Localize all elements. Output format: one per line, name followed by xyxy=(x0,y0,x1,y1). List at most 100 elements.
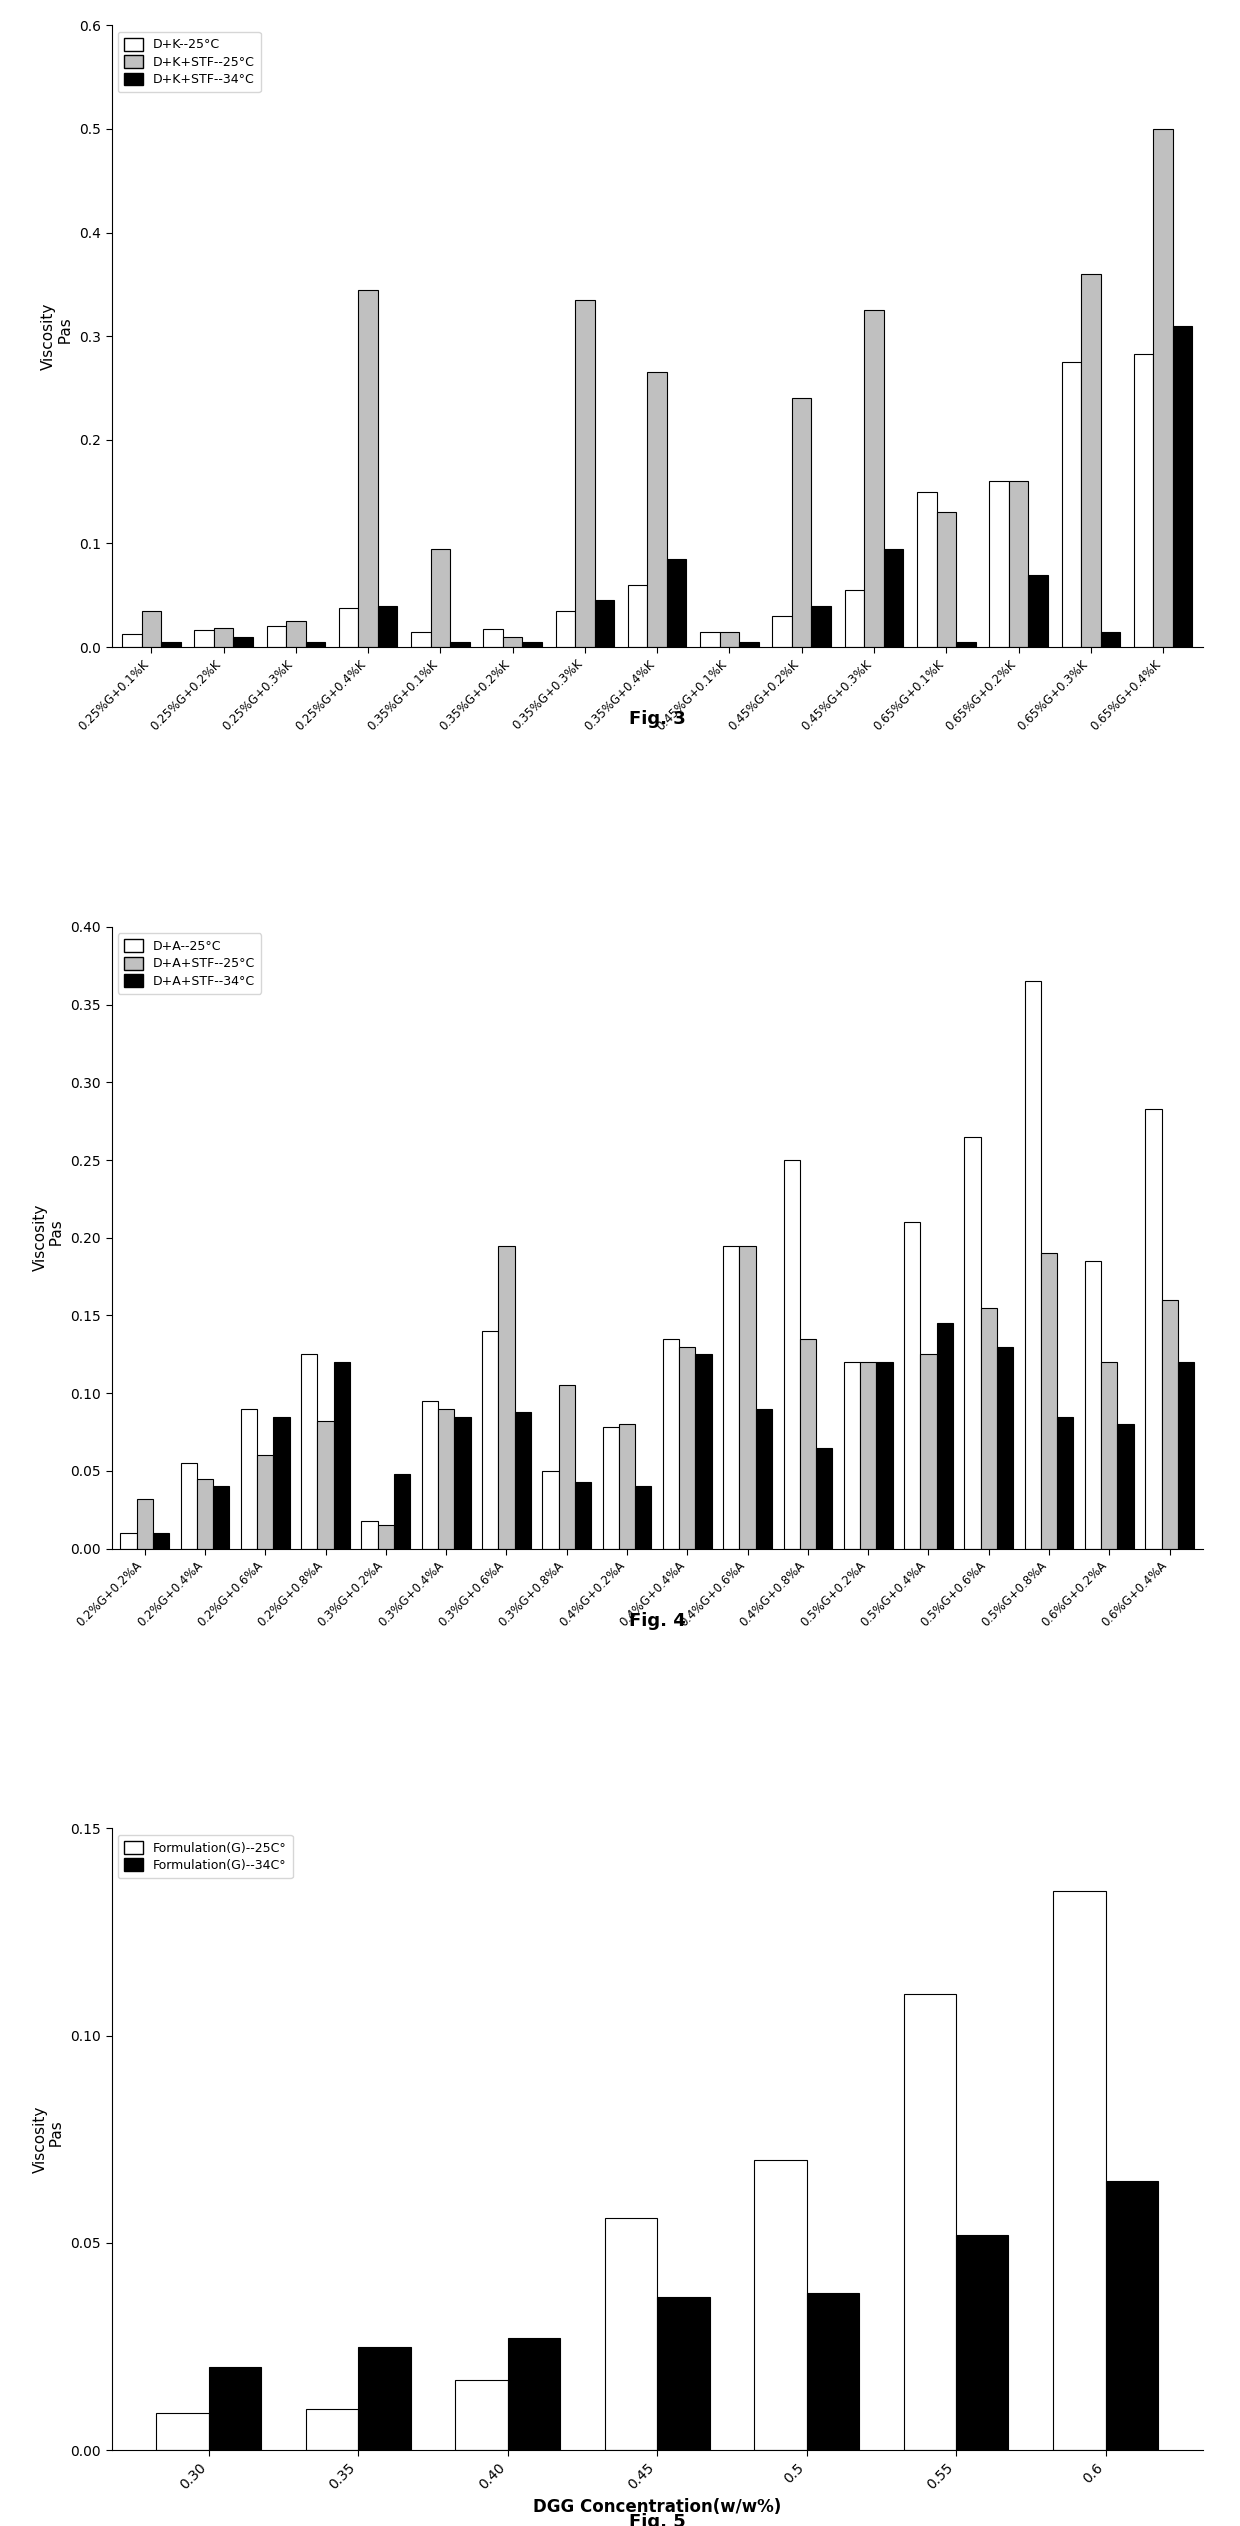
Bar xyxy=(1061,361,1081,647)
Bar xyxy=(701,632,719,647)
Bar xyxy=(739,1245,755,1548)
Bar xyxy=(542,1470,559,1548)
Legend: D+K--25°C, D+K+STF--25°C, D+K+STF--34°C: D+K--25°C, D+K+STF--25°C, D+K+STF--34°C xyxy=(118,30,260,93)
Bar xyxy=(843,1362,861,1548)
Bar xyxy=(1081,273,1101,647)
Bar xyxy=(680,1346,696,1548)
Bar xyxy=(981,1308,997,1548)
Bar xyxy=(792,399,811,647)
Bar xyxy=(1028,573,1048,647)
Bar xyxy=(956,642,976,647)
Bar xyxy=(306,2410,358,2450)
Bar xyxy=(257,1455,274,1548)
Bar xyxy=(394,1475,410,1548)
Bar xyxy=(556,611,575,647)
Bar xyxy=(450,642,470,647)
Bar xyxy=(1009,482,1028,647)
Bar xyxy=(153,1533,169,1548)
Bar xyxy=(844,591,864,647)
Bar xyxy=(619,1425,635,1548)
Bar xyxy=(454,1417,471,1548)
Bar xyxy=(965,1137,981,1548)
Bar xyxy=(595,601,614,647)
Bar xyxy=(603,1427,619,1548)
Bar xyxy=(484,629,503,647)
Bar xyxy=(663,1339,680,1548)
Bar xyxy=(181,1463,197,1548)
Bar xyxy=(739,642,759,647)
Y-axis label: Viscosity
  Pas: Viscosity Pas xyxy=(32,1205,64,1271)
Bar xyxy=(438,1410,454,1548)
Text: Fig. 3: Fig. 3 xyxy=(629,710,686,727)
Bar xyxy=(807,2294,859,2450)
Bar xyxy=(997,1346,1013,1548)
Bar xyxy=(1173,326,1193,647)
Bar xyxy=(317,1422,334,1548)
Legend: Formulation(G)--25C°, Formulation(G)--34C°: Formulation(G)--25C°, Formulation(G)--34… xyxy=(118,1834,293,1879)
Bar xyxy=(455,2379,507,2450)
Bar xyxy=(1162,1301,1178,1548)
Bar xyxy=(156,2412,208,2450)
Bar xyxy=(301,1354,317,1548)
Bar xyxy=(412,632,430,647)
Bar xyxy=(430,548,450,647)
Bar xyxy=(422,1402,438,1548)
Bar xyxy=(1085,1260,1101,1548)
Bar xyxy=(575,301,595,647)
Y-axis label: Viscosity
  Pas: Viscosity Pas xyxy=(41,303,73,369)
Bar xyxy=(213,1485,229,1548)
Bar xyxy=(195,632,213,647)
Bar xyxy=(122,634,141,647)
Bar xyxy=(918,493,936,647)
Bar xyxy=(120,1533,136,1548)
Bar xyxy=(956,2236,1008,2450)
Bar xyxy=(136,1498,153,1548)
Bar xyxy=(605,2218,657,2450)
Text: Fig. 5: Fig. 5 xyxy=(629,2513,686,2526)
Bar xyxy=(1106,2180,1158,2450)
Bar xyxy=(1053,1889,1106,2450)
Bar xyxy=(1101,632,1120,647)
Bar xyxy=(305,642,325,647)
Bar xyxy=(515,1412,531,1548)
Bar xyxy=(904,1993,956,2450)
Bar xyxy=(213,629,233,647)
Bar xyxy=(267,626,286,647)
Bar xyxy=(627,586,647,647)
Bar xyxy=(241,1410,257,1548)
Bar xyxy=(358,290,378,647)
Bar xyxy=(208,2367,262,2450)
Bar xyxy=(378,1526,394,1548)
Bar xyxy=(197,1478,213,1548)
Bar xyxy=(1178,1362,1194,1548)
Bar xyxy=(754,2160,807,2450)
Bar xyxy=(723,1245,739,1548)
Bar xyxy=(559,1384,575,1548)
Bar xyxy=(816,1447,832,1548)
Legend: D+A--25°C, D+A+STF--25°C, D+A+STF--34°C: D+A--25°C, D+A+STF--25°C, D+A+STF--34°C xyxy=(118,932,262,993)
Bar xyxy=(864,311,884,647)
Bar xyxy=(1040,1253,1058,1548)
Bar xyxy=(667,558,687,647)
Bar xyxy=(936,1324,952,1548)
Bar xyxy=(161,642,181,647)
Bar xyxy=(755,1410,773,1548)
Bar xyxy=(861,1362,877,1548)
Bar xyxy=(920,1354,936,1548)
X-axis label: DGG Concentration(w/w%): DGG Concentration(w/w%) xyxy=(533,2498,781,2516)
Bar xyxy=(1058,1417,1074,1548)
Bar xyxy=(800,1339,816,1548)
Bar xyxy=(362,1521,378,1548)
Bar xyxy=(657,2296,709,2450)
Bar xyxy=(575,1483,591,1548)
Bar xyxy=(498,1245,515,1548)
Bar xyxy=(522,642,542,647)
Bar xyxy=(784,1159,800,1548)
Bar xyxy=(877,1362,893,1548)
Bar xyxy=(904,1223,920,1548)
Bar xyxy=(503,637,522,647)
Y-axis label: Viscosity
  Pas: Viscosity Pas xyxy=(32,2107,64,2172)
Bar xyxy=(358,2347,410,2450)
Bar xyxy=(1133,354,1153,647)
Bar xyxy=(274,1417,290,1548)
